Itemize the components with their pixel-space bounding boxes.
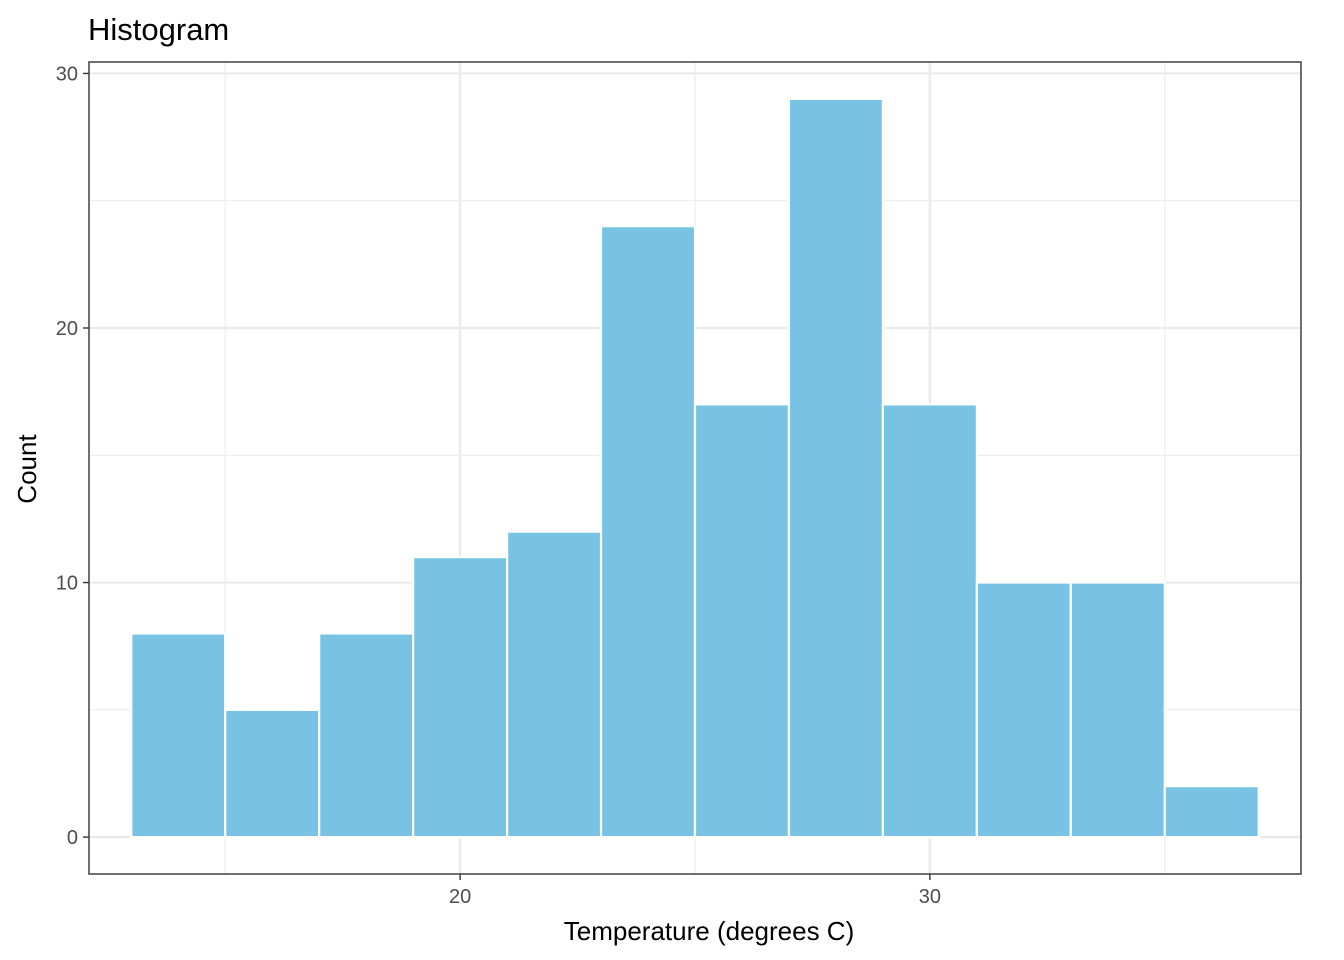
histogram-bars bbox=[130, 97, 1260, 839]
histogram-bar bbox=[412, 555, 509, 839]
chart-title: Histogram bbox=[88, 12, 229, 47]
x-axis: 20 30 bbox=[449, 874, 941, 908]
histogram-bar bbox=[1069, 581, 1166, 839]
y-tick-label: 30 bbox=[56, 63, 78, 85]
panel-border bbox=[88, 61, 1302, 875]
histogram-bar bbox=[505, 530, 603, 839]
y-tick-label: 20 bbox=[56, 318, 78, 340]
histogram-bar bbox=[693, 403, 791, 839]
y-axis-title: Count bbox=[12, 434, 42, 504]
x-axis-title: Temperature (degrees C) bbox=[564, 916, 854, 946]
histogram-bar bbox=[787, 97, 885, 839]
y-axis: 0 10 20 30 bbox=[56, 63, 89, 849]
y-tick-label: 0 bbox=[67, 827, 78, 849]
histogram-bar bbox=[1163, 785, 1260, 839]
histogram-bar bbox=[224, 708, 321, 839]
histogram-bar bbox=[318, 632, 415, 839]
x-tick-label: 30 bbox=[919, 886, 941, 908]
x-tick-label: 20 bbox=[449, 886, 471, 908]
histogram-bar bbox=[881, 403, 978, 839]
histogram-bar bbox=[130, 632, 227, 839]
y-tick-label: 10 bbox=[56, 573, 78, 595]
histogram-bar bbox=[599, 225, 697, 839]
histogram-bar bbox=[975, 581, 1072, 839]
